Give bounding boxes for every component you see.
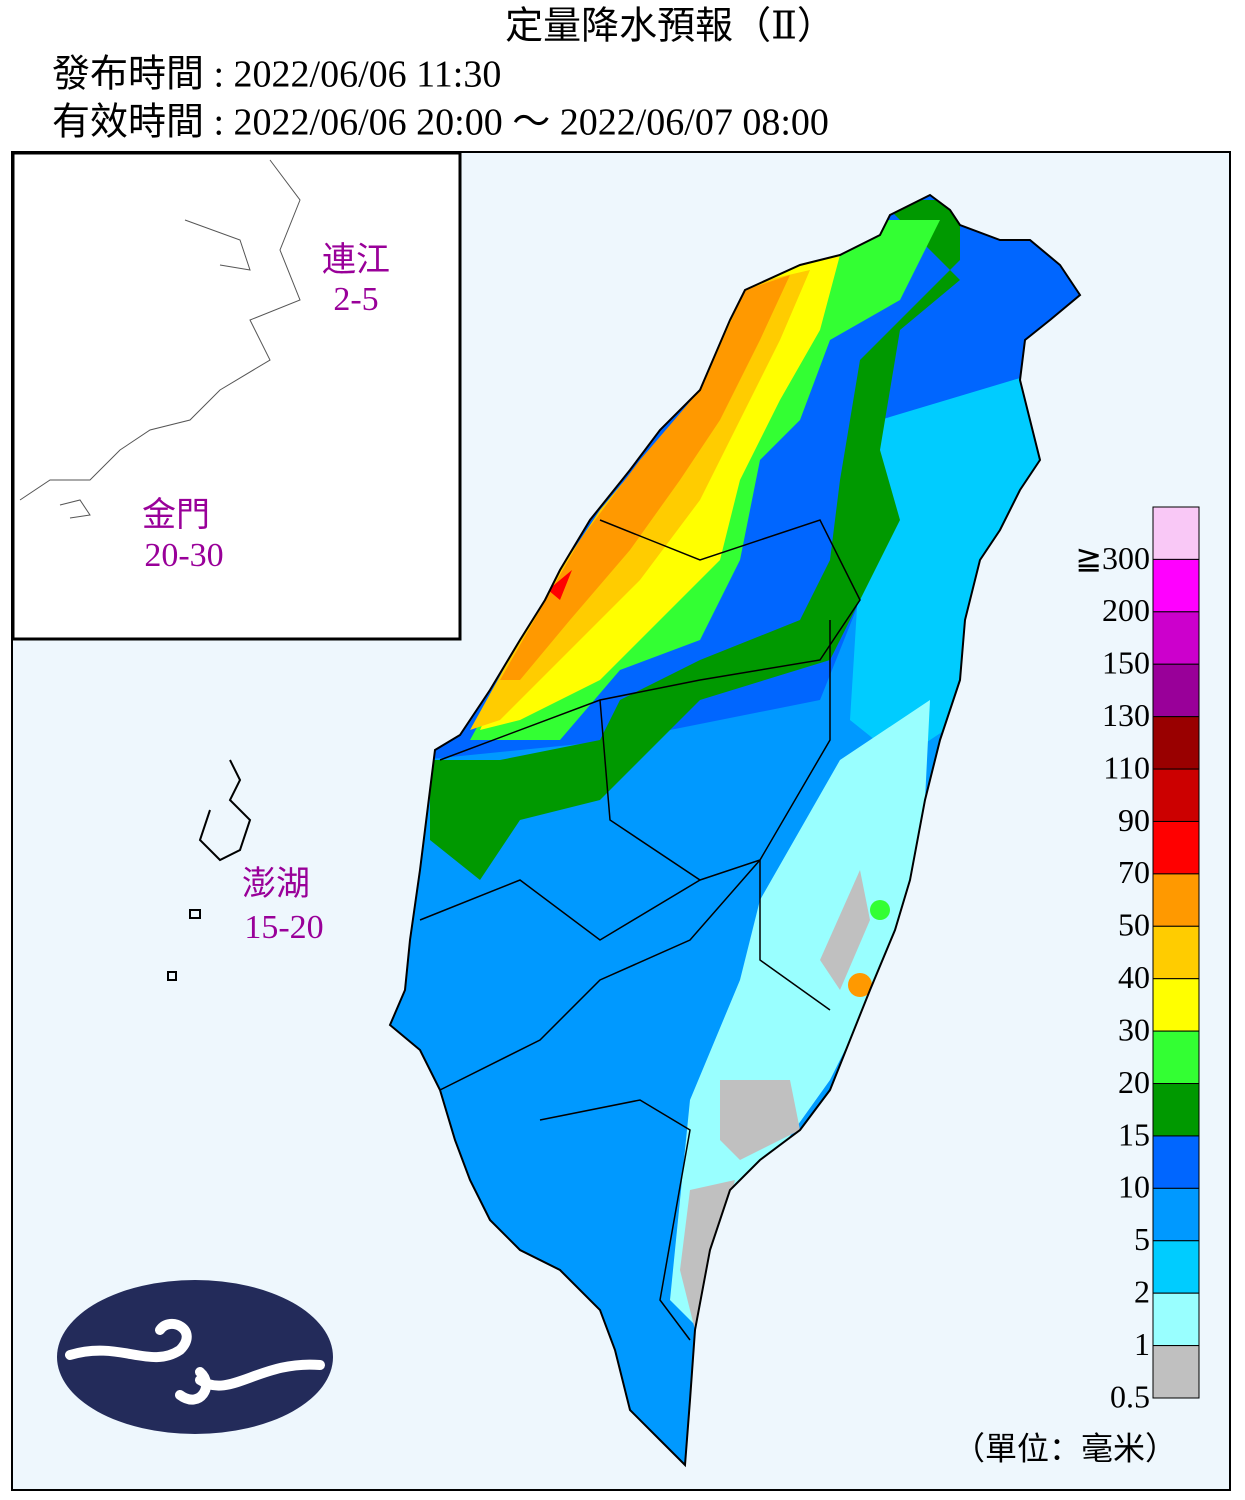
legend-label: 150 <box>1102 645 1150 681</box>
region-range: 15-20 <box>244 909 323 946</box>
inset-coast <box>19 159 301 519</box>
region-range: 2-5 <box>333 281 378 318</box>
region-name: 20-30 <box>144 537 223 574</box>
legend-label: 20 <box>1118 1064 1150 1100</box>
legend-label: 0.5 <box>1110 1378 1150 1414</box>
legend-swatch <box>1152 1240 1200 1294</box>
legend-label: 200 <box>1102 592 1150 628</box>
legend-label: 90 <box>1118 802 1150 838</box>
legend-swatch <box>1152 1135 1200 1189</box>
legend-swatch <box>1152 873 1200 927</box>
inset-box <box>11 151 462 641</box>
legend: ≧300 200 150 130 110 90 70 50 40 30 20 15 10 5 2 1 0.5 <box>1075 506 1200 1414</box>
legend-label: ≧300 <box>1075 540 1150 576</box>
county-borders <box>419 519 861 1341</box>
legend-swatch <box>1152 820 1200 875</box>
legend-label: 2 <box>1134 1274 1150 1310</box>
region-name: 金門 <box>142 496 210 534</box>
legend-swatch <box>1152 925 1200 980</box>
legend-label: 1 <box>1134 1326 1150 1362</box>
legend-label: 40 <box>1118 959 1150 995</box>
legend-swatch <box>1152 978 1200 1032</box>
legend-swatch <box>1152 768 1200 822</box>
legend-label: 110 <box>1103 749 1150 785</box>
valid-time: 有效時間 : 2022/06/06 20:00 ～ 2022/06/07 08:… <box>52 102 829 144</box>
legend-label: 5 <box>1134 1221 1150 1257</box>
issued-time: 發布時間 : 2022/06/06 11:30 <box>52 54 501 96</box>
penghu-islands <box>167 759 252 981</box>
title: 定量降水預報（Ⅱ） <box>505 6 835 48</box>
legend-label: 30 <box>1118 1011 1150 1047</box>
legend-swatch <box>1152 1187 1200 1242</box>
region-name: 澎湖 <box>242 865 310 903</box>
legend-label: 10 <box>1118 1169 1150 1205</box>
legend-label: 130 <box>1102 697 1150 733</box>
legend-swatch <box>1152 663 1200 718</box>
legend-label: 15 <box>1118 1116 1150 1152</box>
legend-swatch <box>1152 506 1200 560</box>
legend-swatch <box>1152 716 1200 770</box>
legend-swatch <box>1152 558 1200 613</box>
unit-label: （單位：毫米） <box>953 1430 1177 1466</box>
region-name: 連江 <box>322 241 390 279</box>
legend-label: 70 <box>1118 854 1150 890</box>
legend-swatch <box>1152 1083 1200 1137</box>
legend-swatch <box>1152 1030 1200 1085</box>
legend-swatch <box>1152 611 1200 665</box>
logo <box>57 1280 333 1434</box>
legend-label: 50 <box>1118 907 1150 943</box>
legend-swatch <box>1152 1345 1200 1399</box>
legend-swatch <box>1152 1292 1200 1347</box>
